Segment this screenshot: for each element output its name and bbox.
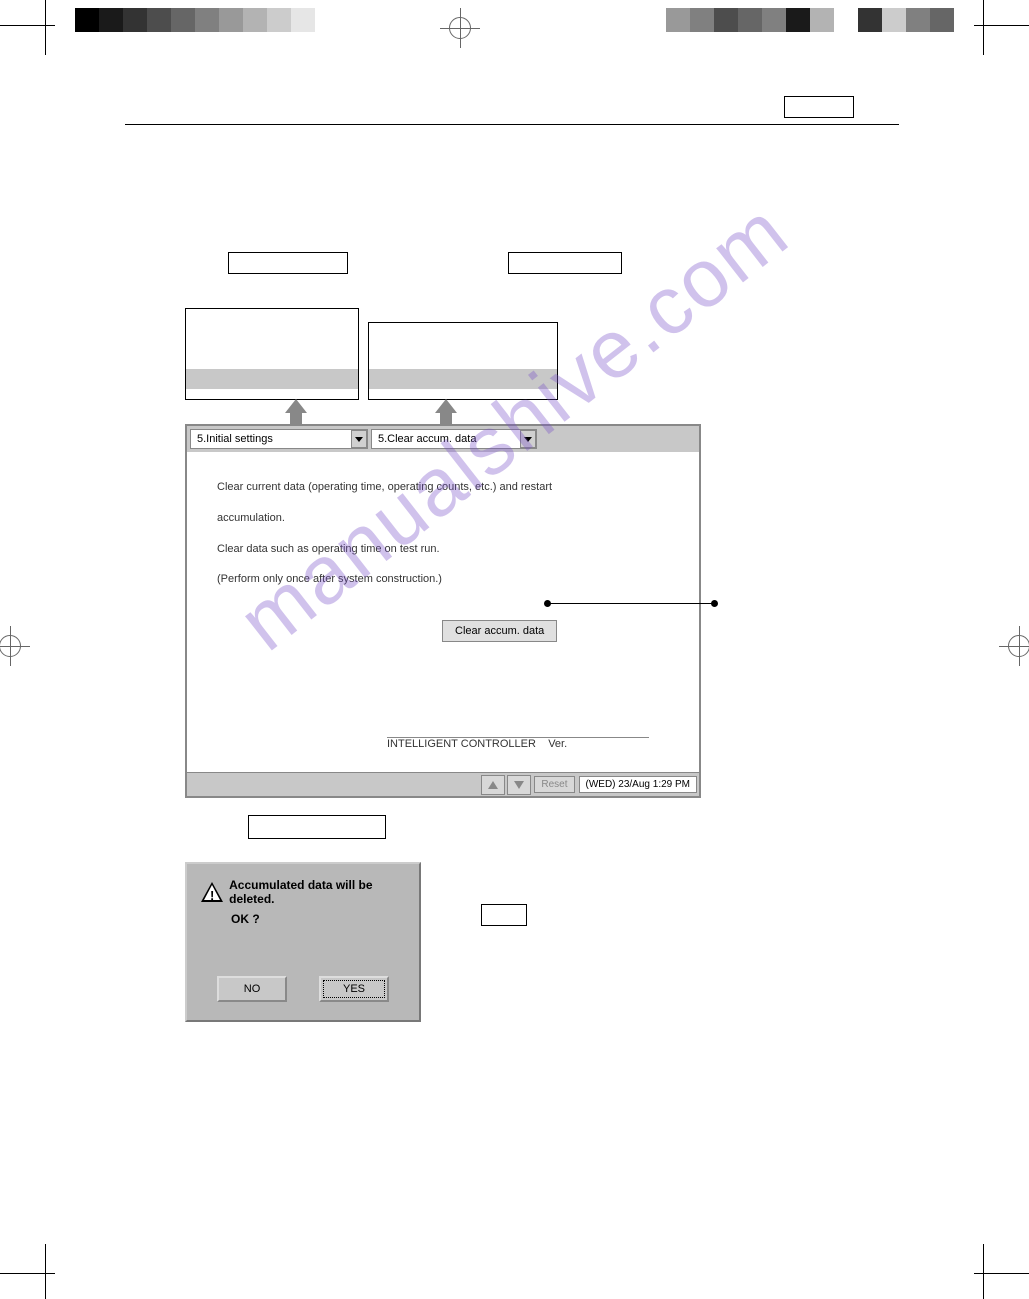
connector-dot-2 (711, 600, 718, 607)
label-box-3 (248, 815, 386, 839)
reg-mark-br (954, 1224, 1029, 1299)
sub-menu-dropdown[interactable]: 5.Clear accum. data (371, 429, 537, 449)
label-box-2 (508, 252, 622, 274)
callout-sub-menu (368, 322, 558, 400)
page-number-box (784, 96, 854, 118)
clear-accum-button[interactable]: Clear accum. data (442, 620, 557, 642)
dropdown-row: 5.Initial settings 5.Clear accum. data (187, 426, 699, 452)
dialog-message: Accumulated data will be deleted. (229, 878, 405, 906)
timestamp: (WED) 23/Aug 1:29 PM (579, 776, 697, 793)
no-button[interactable]: NO (217, 976, 287, 1002)
reg-mark-bl (0, 1224, 75, 1299)
color-bar-left (75, 8, 339, 32)
main-menu-dropdown[interactable]: 5.Initial settings (190, 429, 368, 449)
content-area: Clear current data (operating time, oper… (187, 452, 699, 772)
content-line-3: Clear data such as operating time on tes… (217, 534, 669, 565)
status-bar: Reset (WED) 23/Aug 1:29 PM (187, 772, 699, 796)
reset-button[interactable]: Reset (534, 776, 574, 793)
sub-menu-label: 5.Clear accum. data (372, 433, 520, 445)
yes-button[interactable]: YES (319, 976, 389, 1002)
crosshair-left (0, 626, 30, 666)
crosshair-right (999, 626, 1029, 666)
label-box-4 (481, 904, 527, 926)
callout-main-menu (185, 308, 359, 400)
chevron-down-icon[interactable] (351, 430, 367, 448)
content-line-2: accumulation. (217, 503, 669, 534)
dialog-ok-text: OK ? (231, 912, 405, 926)
connector-line-1 (550, 603, 713, 604)
controller-text: INTELLIGENT CONTROLLER Ver. (387, 729, 567, 760)
main-window: 5.Initial settings 5.Clear accum. data C… (185, 424, 701, 798)
color-bar-right (666, 8, 954, 32)
scroll-down-button[interactable] (507, 775, 531, 795)
main-menu-label: 5.Initial settings (191, 433, 351, 445)
reg-mark-tl (0, 0, 75, 75)
confirm-dialog: ! Accumulated data will be deleted. OK ?… (185, 862, 421, 1022)
crosshair-top (440, 8, 480, 48)
reg-mark-tr (954, 0, 1029, 75)
scroll-up-button[interactable] (481, 775, 505, 795)
warning-icon: ! (201, 882, 221, 902)
label-box-1 (228, 252, 348, 274)
content-line-1: Clear current data (operating time, oper… (217, 472, 669, 503)
chevron-down-icon[interactable] (520, 430, 536, 448)
content-line-4: (Perform only once after system construc… (217, 564, 669, 595)
header-rule (125, 124, 899, 125)
